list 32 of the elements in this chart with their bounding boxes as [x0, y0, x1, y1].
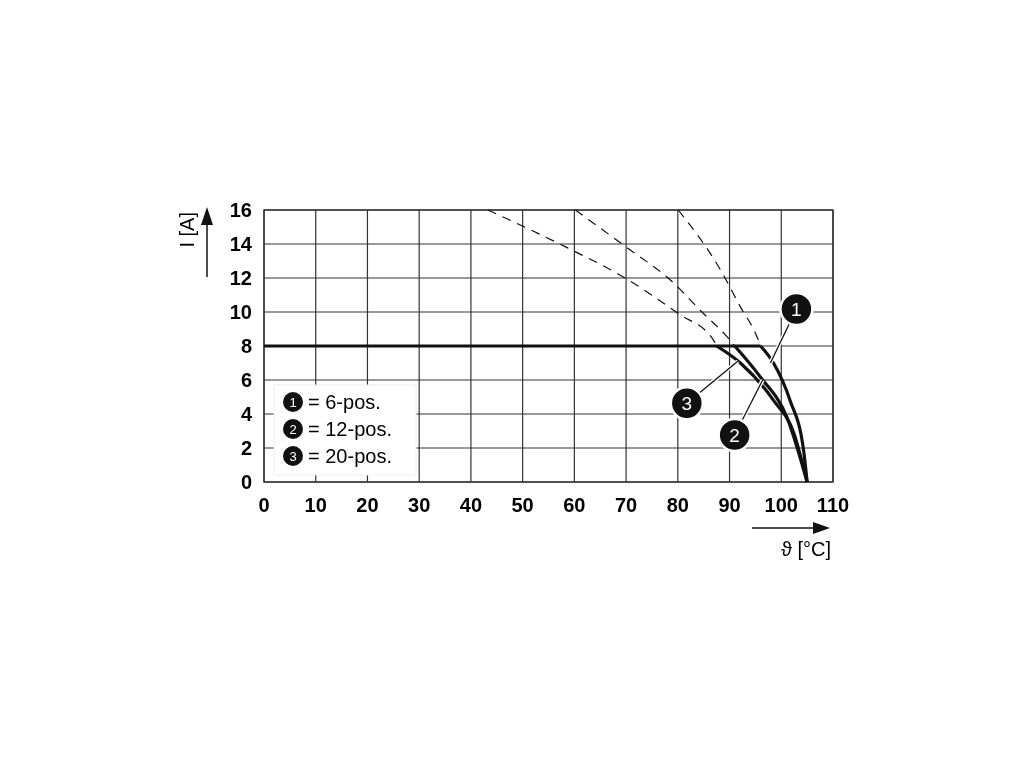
x-tick-label: 110 [816, 494, 850, 516]
y-tick-label: 2 [240, 437, 252, 459]
y-axis-title: I [A] [176, 212, 198, 248]
y-tick-label: 14 [229, 233, 253, 255]
legend-label: = 12-pos. [308, 418, 392, 440]
y-tick-label: 0 [240, 471, 252, 493]
x-tick-label: 90 [718, 494, 741, 516]
x-tick-label: 50 [511, 494, 534, 516]
x-tick-label: 80 [666, 494, 689, 516]
annotation: 3 [681, 393, 693, 415]
x-tick-label: 10 [304, 494, 327, 516]
x-tick-label: 60 [563, 494, 586, 516]
annotation: 1 [791, 299, 802, 320]
y-tick-label: 16 [229, 199, 252, 221]
y-tick-label: 12 [229, 267, 252, 289]
y-tick-label: 8 [240, 335, 252, 357]
annotation: 2 [729, 425, 740, 446]
y-tick-label: 10 [229, 301, 252, 323]
legend-label: = 6-pos. [308, 391, 381, 413]
y-tick-label: 6 [240, 369, 252, 391]
x-tick-label: 30 [408, 494, 431, 516]
x-tick-label: 100 [764, 494, 798, 516]
y-tick-label: 4 [240, 403, 253, 425]
x-tick-label: 40 [459, 494, 483, 516]
legend-label: = 20-pos. [308, 445, 392, 467]
x-axis-title: ϑ [°C] [780, 538, 831, 560]
text: 2 [289, 422, 297, 437]
text: 1 [289, 395, 297, 410]
x-tick-label: 70 [614, 494, 638, 516]
x-tick-label: 0 [258, 494, 270, 516]
x-tick-label: 20 [356, 494, 379, 516]
text: 3 [289, 449, 297, 464]
